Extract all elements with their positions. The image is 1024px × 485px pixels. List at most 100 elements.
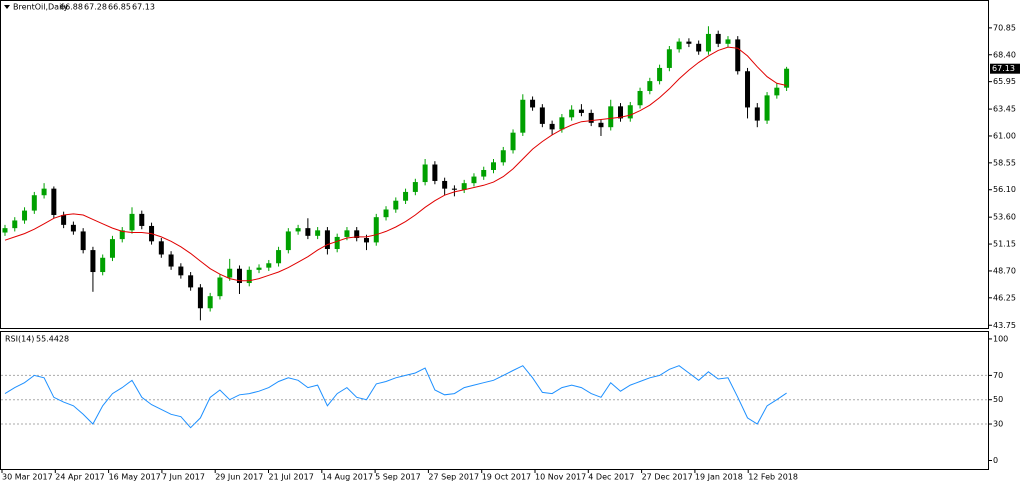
candle-body (119, 230, 125, 240)
y-tick-label: 68.40 (993, 50, 1016, 59)
candle-body (227, 268, 233, 278)
x-tick-label: 21 Jul 2017 (269, 473, 314, 482)
candle-body (461, 183, 467, 190)
symbol-label: BrentOil,Daily (13, 3, 69, 12)
candle-body (657, 67, 663, 82)
candle-body (354, 230, 360, 239)
x-tick-label: 19 Jan 2018 (695, 473, 743, 482)
candle-body (745, 71, 751, 108)
candle-body (451, 188, 457, 190)
candle-body (51, 188, 57, 215)
candle-body (559, 117, 565, 130)
candle-body (442, 180, 448, 189)
x-tick-label: 7 Jun 2017 (162, 473, 205, 482)
candle-body (686, 41, 692, 44)
x-tick-label: 19 Oct 2017 (482, 473, 531, 482)
candle-body (90, 250, 96, 273)
candle-body (305, 228, 311, 236)
candle-body (412, 182, 418, 192)
x-tick-label: 27 Dec 2017 (642, 473, 693, 482)
candle-body (70, 224, 76, 232)
candle-body (139, 213, 145, 226)
candle-body (696, 43, 702, 52)
x-tick-label: 16 May 2017 (109, 473, 161, 482)
candle-body (363, 238, 369, 243)
candle-body (334, 236, 340, 249)
y-tick-label: 70.85 (993, 23, 1016, 32)
y-tick-label: 51.15 (993, 240, 1016, 249)
y-tick-label: 65.95 (993, 77, 1016, 86)
candle-body (618, 106, 624, 119)
candle-body (715, 33, 721, 44)
candle-body (676, 41, 682, 50)
candle-body (383, 209, 389, 218)
candle-body (188, 275, 194, 288)
rsi-frame (0, 331, 989, 470)
y-tick-label: 56.10 (993, 185, 1016, 194)
candle-body (41, 188, 47, 196)
candle-body (471, 176, 477, 184)
candle-body (647, 81, 653, 91)
y-tick-label: 61.00 (993, 131, 1016, 140)
candle-body (295, 228, 301, 232)
rsi-line (4, 365, 787, 429)
candle-body (266, 263, 272, 268)
candle-body (256, 267, 262, 270)
candle-body (530, 99, 536, 108)
candle-body (197, 287, 203, 309)
x-tick-label: 10 Nov 2017 (535, 473, 586, 482)
y-tick-label: 43.75 (993, 321, 1016, 330)
candle-body (315, 230, 321, 236)
y-tick-label: 53.60 (993, 213, 1016, 222)
candle-body (725, 39, 731, 44)
x-tick-label: 30 Mar 2017 (2, 473, 53, 482)
candle-body (784, 68, 790, 88)
y-tick-label: 48.70 (993, 266, 1016, 275)
candle-body (246, 269, 252, 284)
candle-body (324, 230, 330, 249)
price-frame (0, 0, 989, 329)
candle-body (236, 268, 242, 284)
candle-body (510, 132, 516, 151)
candle-body (569, 109, 575, 118)
candle-body (422, 164, 428, 183)
candle-body (178, 266, 184, 276)
candle-body (158, 241, 164, 255)
candle-body (393, 200, 399, 210)
candle-body (217, 277, 223, 297)
candle-body (31, 195, 37, 211)
candle-body (373, 217, 379, 243)
rsi-y-tick-label: 50 (993, 395, 1003, 404)
candle-body (207, 296, 213, 309)
price-tag (990, 63, 1020, 74)
close-value: 67.13 (132, 3, 155, 12)
candle-body (764, 95, 770, 121)
candle-body (344, 230, 350, 237)
x-tick-label: 24 Apr 2017 (55, 473, 104, 482)
open-value: 66.88 (60, 3, 83, 12)
candle-body (432, 164, 438, 181)
candle-body (22, 210, 28, 221)
candle-body (637, 90, 643, 106)
x-tick-label: 5 Sep 2017 (375, 473, 421, 482)
candle-body (578, 109, 584, 113)
rsi-y-tick-label: 70 (993, 371, 1003, 380)
candle-body (2, 228, 8, 233)
candle-body (735, 39, 741, 72)
moving-average-line (4, 46, 787, 282)
candle-body (12, 220, 18, 229)
rsi-value: 55.4428 (36, 335, 69, 344)
x-tick-label: 4 Dec 2017 (588, 473, 634, 482)
rsi-y-tick-label: 100 (993, 334, 1008, 343)
candle-body (61, 214, 67, 225)
low-value: 66.85 (108, 3, 131, 12)
candle-body (666, 49, 672, 68)
candle-body (539, 107, 545, 124)
candle-body (100, 257, 106, 273)
collapse-icon[interactable] (4, 5, 10, 9)
candle-body (549, 123, 555, 130)
candle-body (520, 99, 526, 133)
rsi-y-tick-label: 0 (993, 456, 998, 465)
candle-body (80, 231, 86, 251)
